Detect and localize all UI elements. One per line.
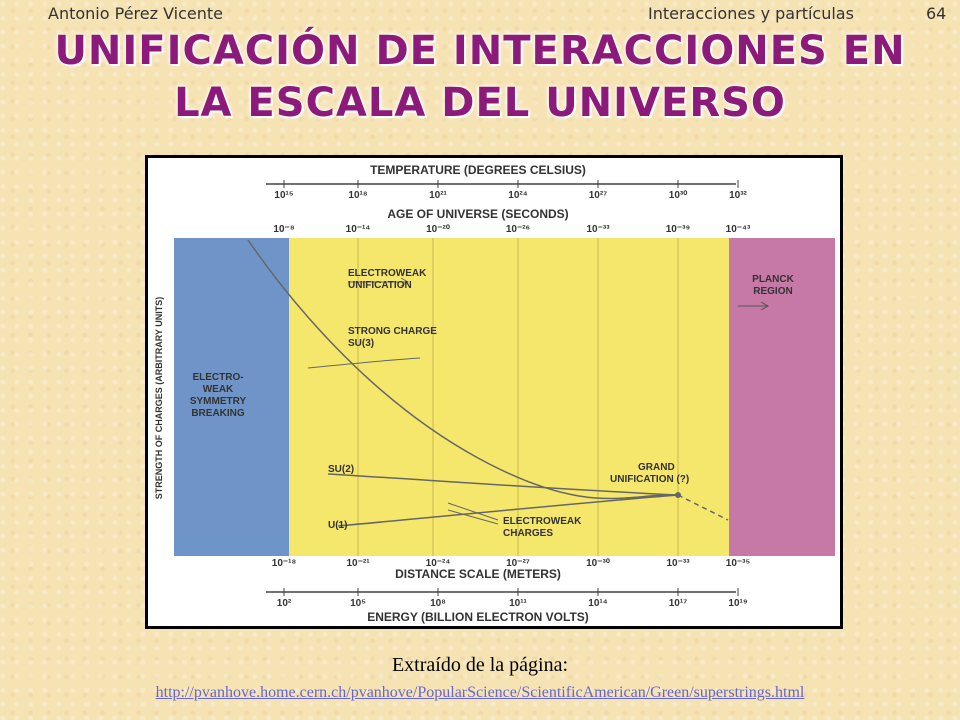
temperature-ticks: 10¹⁵ 10¹⁸ 10²¹ 10²⁴ 10²⁷ 10³⁰ 10³² — [274, 180, 748, 201]
strong-charge-label: STRONG CHARGE — [348, 326, 437, 337]
age-tick-label: 10⁻²⁰ — [426, 224, 450, 235]
su2-curve — [327, 473, 679, 496]
distance-tick-label: 10⁻³³ — [666, 558, 690, 569]
distance-tick-label: 10⁻²⁴ — [426, 558, 451, 569]
electroweak-breaking-label: ELECTRO- WEAK SYMMETRY BREAKING — [190, 372, 247, 419]
region-left-line: WEAK — [203, 384, 234, 395]
region-left-line: BREAKING — [191, 408, 245, 419]
temperature-axis-title: TEMPERATURE (DEGREES CELSIUS) — [370, 163, 586, 177]
distance-tick-label: 10⁻²⁷ — [506, 558, 530, 569]
ew-unification-label: UNIFICATION — [348, 280, 412, 291]
temperature-tick-label: 10¹⁸ — [348, 190, 367, 201]
strong-charge-label: SU(3) — [348, 338, 374, 349]
energy-tick-label: 10¹⁹ — [728, 598, 747, 609]
distance-tick-label: 10⁻³⁵ — [726, 558, 751, 569]
age-tick-label: 10⁻⁸ — [273, 224, 294, 235]
distance-tick-label: 10⁻²¹ — [346, 558, 370, 569]
unification-region — [289, 238, 729, 556]
planck-label-line: PLANCK — [752, 274, 794, 285]
electroweak-symmetry-region — [174, 238, 289, 556]
strong-pointer — [307, 357, 421, 369]
age-tick-label: 10⁻²⁶ — [506, 224, 530, 235]
temperature-tick-label: 10³² — [729, 190, 747, 201]
region-left-line: SYMMETRY — [190, 396, 247, 407]
u1-label: U(1) — [328, 520, 347, 531]
caption: Extraído de la página: — [391, 654, 569, 676]
slide-title-line-2: LA ESCALA DEL UNIVERSO — [174, 80, 786, 126]
planck-arrow-head — [760, 301, 770, 311]
distance-ticks: 10⁻¹⁸ 10⁻²¹ 10⁻²⁴ 10⁻²⁷ 10⁻³⁰ 10⁻³³ 10⁻³⁵ — [272, 558, 751, 569]
planck-label-line: REGION — [753, 286, 792, 297]
su2-label: SU(2) — [328, 464, 354, 475]
energy-tick-label: 10⁸ — [430, 598, 446, 609]
region-left-line: ELECTRO- — [192, 372, 243, 383]
unification-diagram: TEMPERATURE (DEGREES CELSIUS) 10¹⁵ 10¹⁸ 10… — [154, 163, 835, 624]
grand-unification-label: GRAND — [638, 462, 675, 473]
slide-title-line-1: UNIFICACIÓN DE INTERACCIONES EN — [54, 28, 906, 74]
ew-charges-label: ELECTROWEAK — [503, 516, 582, 527]
u1-curve — [337, 494, 679, 527]
age-ticks: 10⁻⁸ 10⁻¹⁴ 10⁻²⁰ 10⁻²⁶ 10⁻³³ 10⁻³⁹ 10⁻⁴³ — [273, 224, 751, 235]
source-link[interactable]: http://pvanhove.home.cern.ch/pvanhove/Po… — [155, 684, 805, 701]
temperature-tick-label: 10²¹ — [429, 190, 447, 201]
course-title: Interacciones y partículas — [648, 4, 854, 23]
age-axis-title: AGE OF UNIVERSE (SECONDS) — [387, 207, 568, 221]
energy-tick-label: 10¹¹ — [509, 598, 527, 609]
temperature-tick-label: 10³⁰ — [669, 190, 687, 201]
age-tick-label: 10⁻³³ — [586, 224, 610, 235]
energy-ticks: 10² 10⁵ 10⁸ 10¹¹ 10¹⁴ 10¹⁷ 10¹⁹ — [277, 588, 748, 609]
distance-tick-label: 10⁻³⁰ — [586, 558, 610, 569]
ew-arrow-head — [400, 277, 410, 287]
planck-region-label: PLANCK REGION — [752, 274, 794, 297]
age-tick-label: 10⁻³⁹ — [666, 224, 691, 235]
author-name: Antonio Pérez Vicente — [48, 4, 224, 23]
energy-tick-label: 10¹⁴ — [588, 598, 607, 609]
ew-charges-label: CHARGES — [503, 528, 553, 539]
distance-axis-title: DISTANCE SCALE (METERS) — [395, 567, 561, 581]
unified-extension — [677, 494, 729, 521]
energy-tick-label: 10¹⁷ — [669, 598, 688, 609]
ew-unification-label: ELECTROWEAK — [348, 268, 427, 279]
temperature-tick-label: 10²⁴ — [508, 190, 527, 201]
ew-charges-pointer-su2 — [447, 502, 499, 521]
unification-figure: TEMPERATURE (DEGREES CELSIUS) 10¹⁵ 10¹⁸ 10… — [145, 155, 843, 629]
strong-charge-curve — [247, 239, 679, 500]
page-number: 64 — [926, 4, 947, 23]
age-tick-label: 10⁻¹⁴ — [346, 224, 371, 235]
temperature-tick-label: 10¹⁵ — [274, 190, 293, 201]
grand-unification-label: UNIFICATION (?) — [610, 474, 689, 485]
energy-tick-label: 10⁵ — [350, 598, 366, 609]
energy-tick-label: 10² — [277, 598, 292, 609]
y-axis-label: STRENGTH OF CHARGES (ARBITRARY UNITS) — [154, 297, 164, 500]
ew-charges-pointer-u1 — [447, 509, 499, 525]
distance-tick-label: 10⁻¹⁸ — [272, 558, 297, 569]
grand-unification-point — [675, 492, 681, 498]
energy-axis-title: ENERGY (BILLION ELECTRON VOLTS) — [367, 610, 589, 624]
temperature-tick-label: 10²⁷ — [589, 190, 608, 201]
age-tick-label: 10⁻⁴³ — [726, 224, 751, 235]
planck-region — [729, 238, 835, 556]
